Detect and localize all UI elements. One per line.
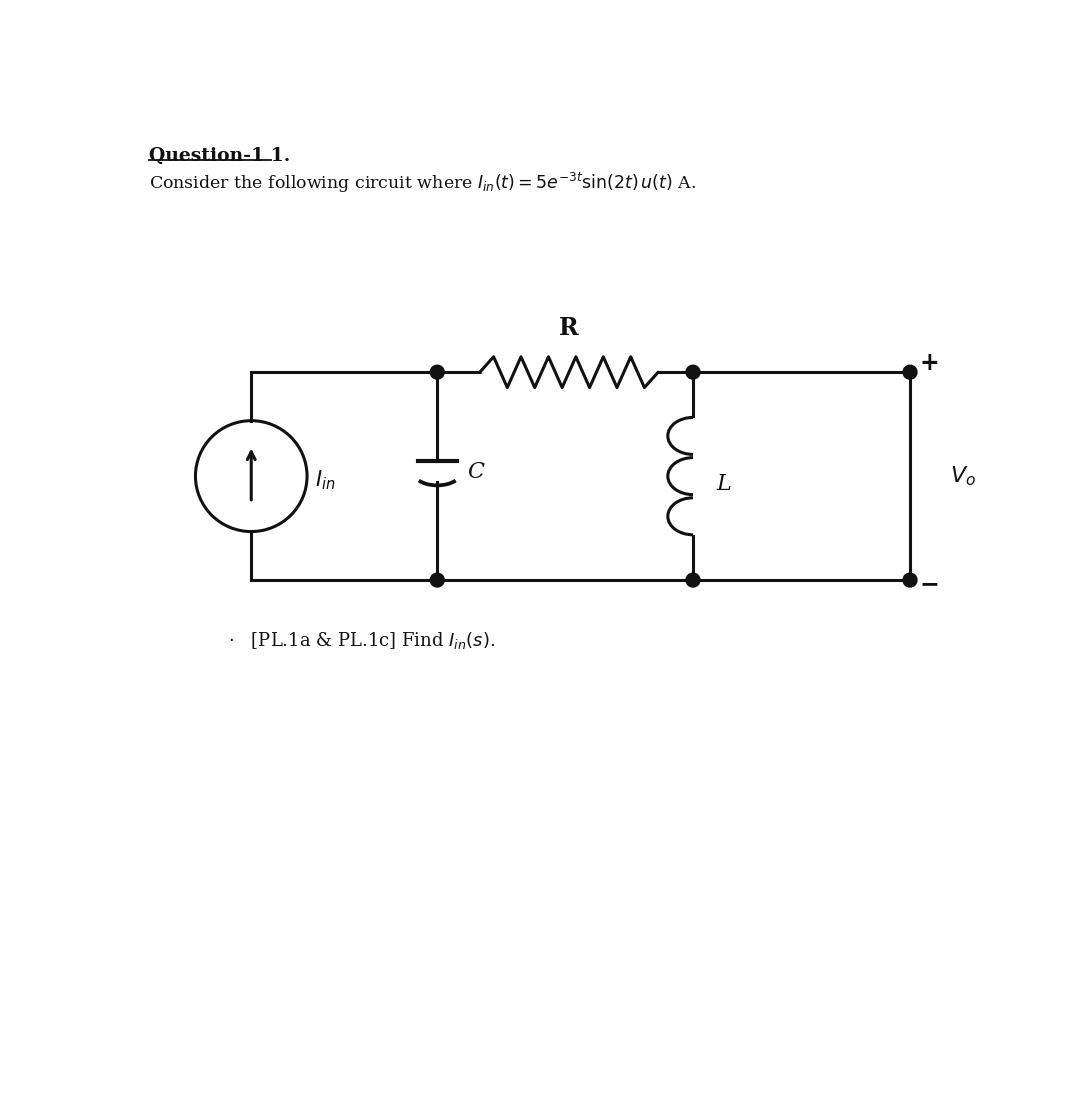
- Circle shape: [430, 573, 444, 587]
- Text: Question-1 1.: Question-1 1.: [149, 148, 291, 165]
- Text: −: −: [919, 572, 939, 596]
- Circle shape: [686, 365, 700, 379]
- Circle shape: [686, 573, 700, 587]
- Text: Consider the following circuit where $I_{in}(t) = 5e^{-3t}\sin(2t)\,u(t)$ A.: Consider the following circuit where $I_…: [149, 171, 696, 195]
- Text: $V_o$: $V_o$: [950, 465, 976, 487]
- Text: +: +: [919, 351, 939, 375]
- Text: L: L: [716, 473, 731, 495]
- Circle shape: [903, 365, 917, 379]
- Text: $I_{in}$: $I_{in}$: [314, 468, 335, 492]
- Circle shape: [430, 365, 444, 379]
- Text: R: R: [559, 316, 579, 340]
- Text: C: C: [467, 461, 484, 483]
- Circle shape: [903, 573, 917, 587]
- Text: $\cdot$   [PL.1a & PL.1c] Find $I_{in}(s)$.: $\cdot$ [PL.1a & PL.1c] Find $I_{in}(s)$…: [228, 631, 496, 651]
